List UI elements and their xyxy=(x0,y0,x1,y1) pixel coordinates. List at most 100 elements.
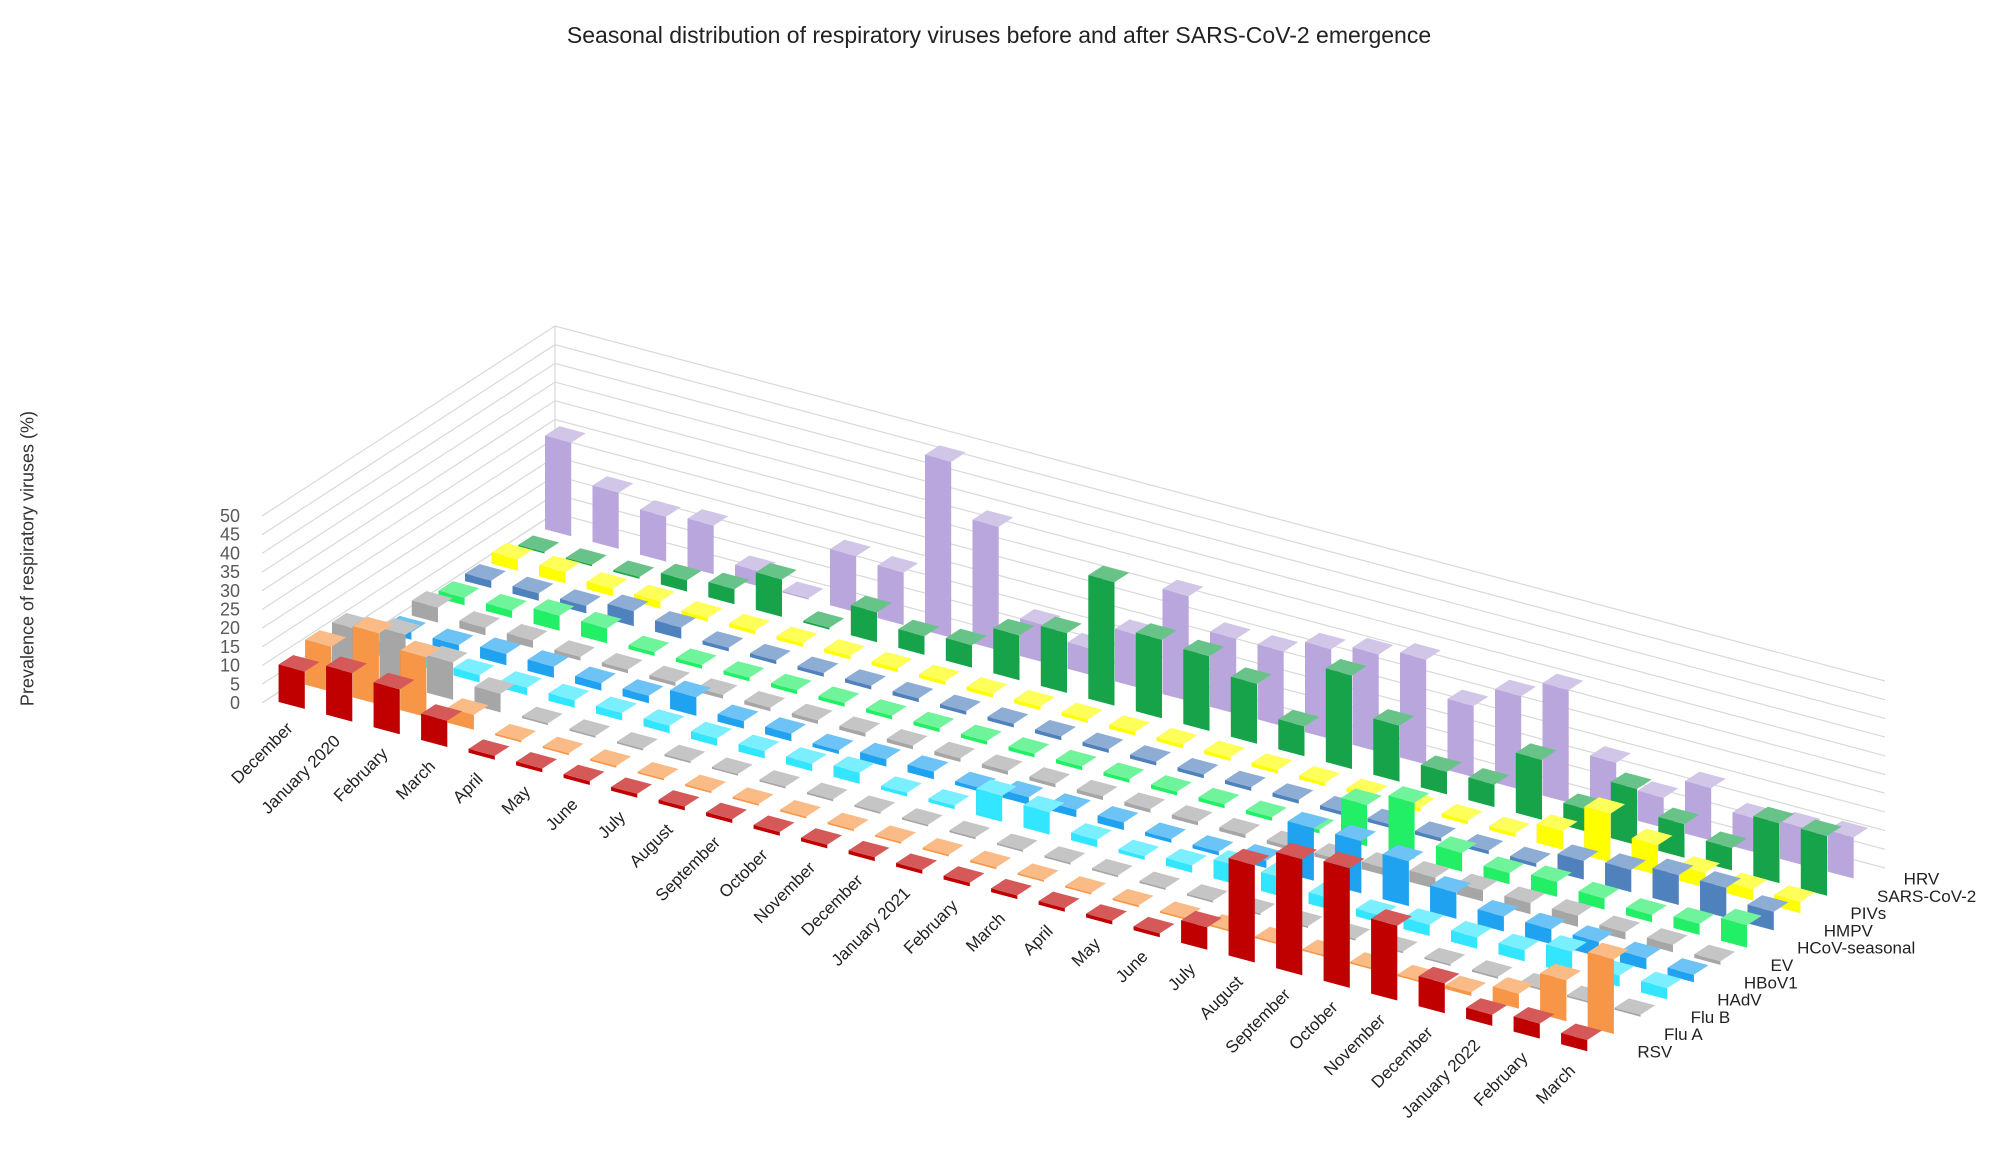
bar xyxy=(640,500,681,562)
bar-front xyxy=(1371,918,1398,1001)
bar xyxy=(480,637,521,666)
bar-top xyxy=(611,777,652,794)
bar-front xyxy=(922,847,949,857)
bar-top xyxy=(1462,834,1504,851)
bar-front xyxy=(1584,806,1611,863)
x-tick-label: March xyxy=(392,757,439,804)
bar-top xyxy=(854,795,896,812)
bar xyxy=(1156,728,1198,749)
x-tick-label: October xyxy=(715,845,771,901)
bar-front xyxy=(1483,866,1510,885)
bar xyxy=(1065,876,1107,895)
bar-front xyxy=(786,756,813,772)
bar xyxy=(738,734,780,759)
bar xyxy=(786,747,827,772)
bar-front xyxy=(1181,920,1208,950)
bar-top xyxy=(1002,780,1044,798)
bar-top xyxy=(518,535,560,552)
bar xyxy=(691,721,732,746)
bar-front xyxy=(976,788,1003,822)
y-tick-label: 35 xyxy=(220,562,240,582)
bar xyxy=(1272,783,1314,804)
bar xyxy=(1587,942,1629,1034)
bar-front xyxy=(305,639,332,692)
bar xyxy=(812,733,854,754)
bar-top xyxy=(400,640,442,658)
bar-front xyxy=(542,746,569,756)
bar xyxy=(845,669,886,690)
bar-top xyxy=(581,611,622,629)
bar-front xyxy=(881,785,908,797)
bar-top xyxy=(1673,907,1715,924)
bar-top xyxy=(717,704,759,722)
bar-front xyxy=(596,706,623,721)
bar-front xyxy=(516,761,543,773)
bar xyxy=(706,802,747,823)
bar-top xyxy=(480,637,521,654)
x-tick-label: February xyxy=(1470,1048,1532,1110)
bar xyxy=(596,696,637,721)
x-tick-label: April xyxy=(1019,922,1056,959)
bar xyxy=(877,556,919,625)
bar-top xyxy=(723,661,765,678)
bar-front xyxy=(1257,644,1284,727)
bar-top xyxy=(592,476,634,493)
bar-front xyxy=(411,600,438,623)
bar-top xyxy=(687,509,729,526)
bar-top xyxy=(1086,904,1127,921)
y-tick-label: 30 xyxy=(220,581,240,601)
bar-top xyxy=(1204,740,1245,758)
bar-front xyxy=(753,825,780,836)
bar xyxy=(545,426,586,537)
bar-top xyxy=(1492,977,1534,994)
bar-top xyxy=(1468,768,1510,785)
bar xyxy=(886,729,928,750)
bar-front xyxy=(1219,827,1246,839)
bar-top xyxy=(1156,728,1198,745)
bar-top xyxy=(1130,745,1171,762)
bar-front xyxy=(586,581,613,597)
bar-top xyxy=(522,706,563,724)
bar-front xyxy=(987,716,1014,728)
bar-front xyxy=(1498,943,1525,962)
bar xyxy=(1441,804,1483,825)
series-label: HCoV-seasonal xyxy=(1797,939,1915,958)
bar xyxy=(1160,901,1202,920)
bar-top xyxy=(1257,635,1299,652)
bar-top xyxy=(922,838,964,855)
bar xyxy=(1118,839,1160,860)
bar-top xyxy=(1498,933,1540,951)
bar-front xyxy=(1774,894,1801,914)
bar-front xyxy=(655,620,682,639)
bar-top xyxy=(976,779,1017,796)
bar-front xyxy=(421,713,448,747)
bar xyxy=(1097,806,1139,830)
bar xyxy=(827,812,869,832)
series-label: Flu A xyxy=(1664,1025,1703,1044)
bar-top xyxy=(1118,839,1160,857)
bar-top xyxy=(765,717,806,734)
bar-top xyxy=(934,741,976,759)
bar xyxy=(1646,928,1688,953)
bar xyxy=(563,764,605,785)
bar-front xyxy=(1210,631,1237,714)
bar-front xyxy=(1151,784,1178,796)
bar xyxy=(1492,977,1534,1009)
series-label: SARS-CoV-2 xyxy=(1877,887,1976,906)
bar-top xyxy=(1056,749,1097,767)
bar xyxy=(896,853,937,874)
bar xyxy=(617,732,658,751)
bar-front xyxy=(833,765,860,784)
bar-top xyxy=(738,734,780,752)
bar-front xyxy=(1067,642,1094,676)
bar xyxy=(459,611,501,636)
bar-top xyxy=(676,648,717,665)
bar-top xyxy=(560,589,601,606)
bar-top xyxy=(1451,921,1492,938)
bar-top xyxy=(1418,966,1460,984)
bar xyxy=(1531,865,1572,897)
bar-front xyxy=(1361,861,1388,877)
bar-top xyxy=(1626,898,1667,915)
bar xyxy=(1076,779,1118,801)
